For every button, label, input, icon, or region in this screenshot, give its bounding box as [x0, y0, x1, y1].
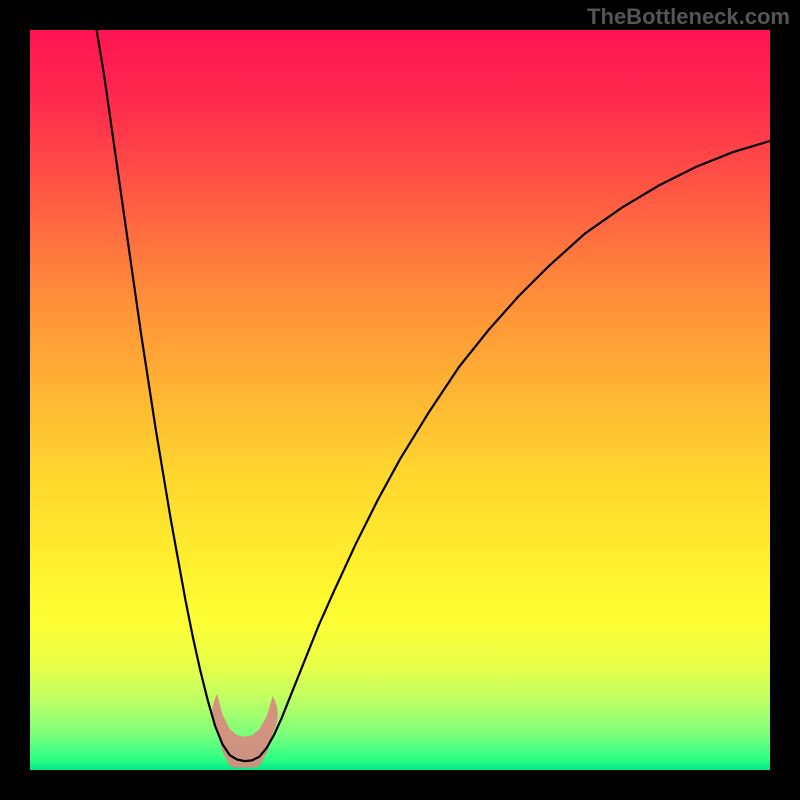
chart-outer-frame: TheBottleneck.com [0, 0, 800, 800]
plot-area [30, 30, 770, 770]
watermark-text: TheBottleneck.com [587, 4, 790, 30]
bottleneck-curve-chart [30, 30, 770, 770]
gradient-background [30, 30, 770, 770]
